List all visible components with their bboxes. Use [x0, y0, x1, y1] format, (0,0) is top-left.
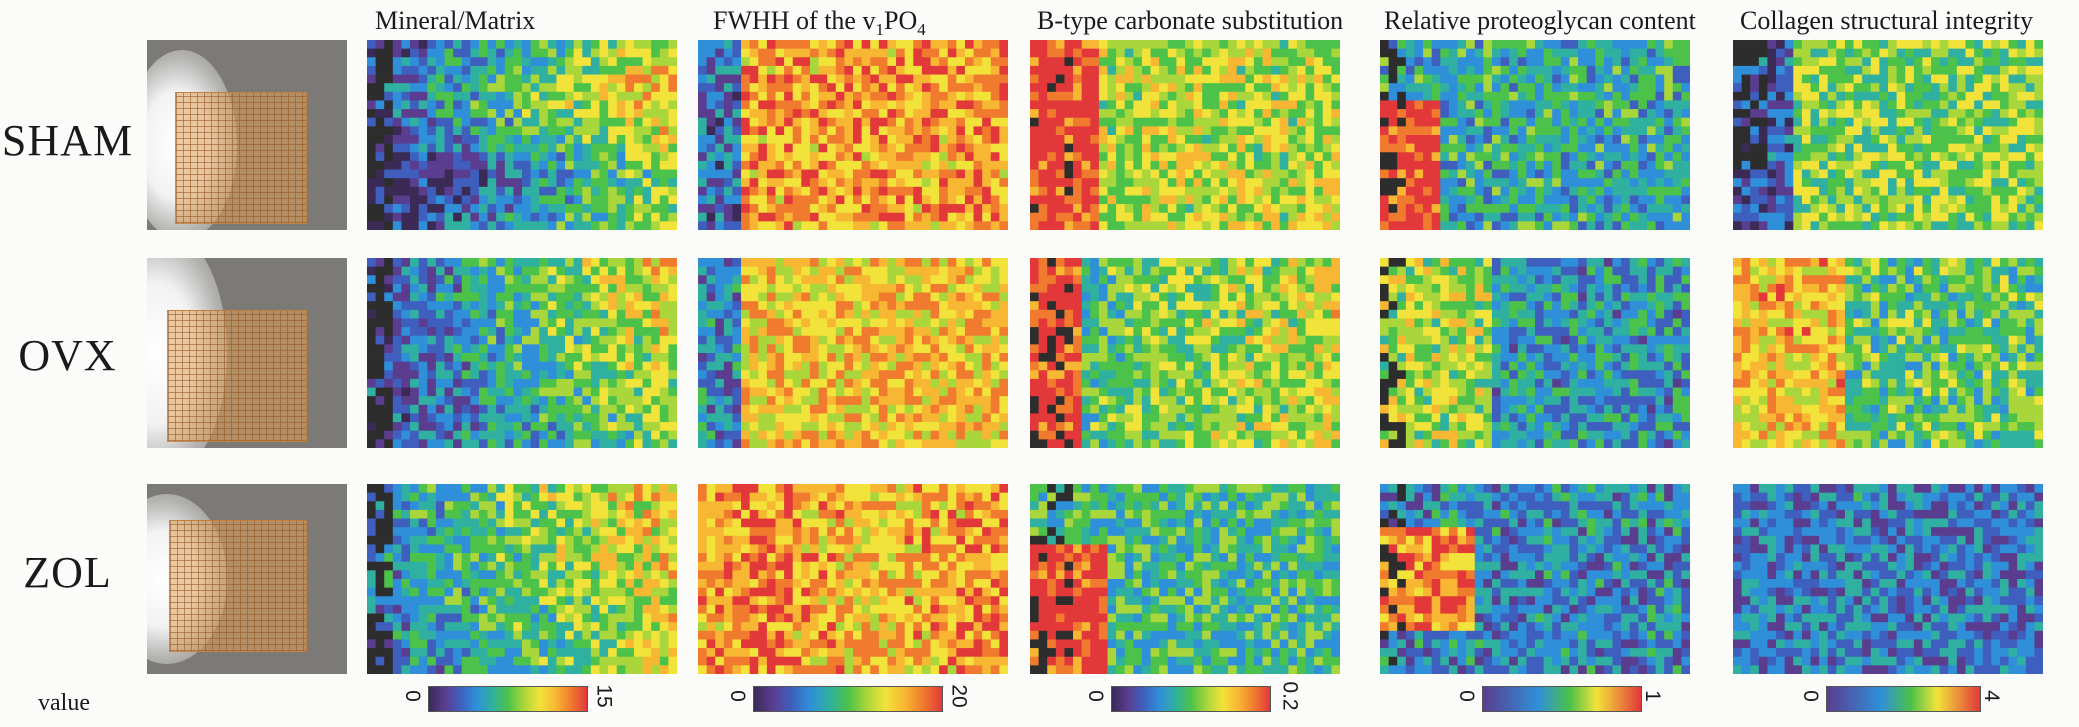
- colorbar-mineral-matrix: 0 15: [400, 684, 622, 712]
- column-title-collagen: Collagen structural integrity: [1740, 6, 2034, 35]
- column-title-fwhh: FWHH of the v1PO4: [713, 6, 926, 40]
- heatmap-proteoglycan-zol: [1380, 484, 1690, 674]
- fwhh-title-sub1: 1: [875, 20, 884, 40]
- colorbar-b-type-carbonate: 0 0.2: [1083, 681, 1305, 712]
- colorbar-max-label: 1: [1640, 690, 1664, 702]
- colorbar-min-label: 0: [1083, 690, 1107, 702]
- sample-photo-zol: [147, 484, 347, 674]
- colorbar-gradient: [1111, 686, 1271, 712]
- colorbar-gradient: [1482, 686, 1642, 712]
- column-title-b-type-carbonate: B-type carbonate substitution: [1037, 6, 1344, 35]
- heatmap-fwhh-zol: [698, 484, 1008, 674]
- heatmap-b-type-carbonate-zol: [1030, 484, 1340, 674]
- row-label-sham: SHAM: [1, 116, 134, 165]
- heatmap-proteoglycan-sham: [1380, 40, 1690, 230]
- fwhh-title-sub2: 4: [917, 20, 926, 40]
- colorbar-max-label: 4: [1979, 690, 2003, 702]
- heatmap-collagen-ovx: [1733, 258, 2043, 448]
- heatmap-collagen-zol: [1733, 484, 2043, 674]
- heatmap-collagen-sham: [1733, 40, 2043, 230]
- heatmap-fwhh-ovx: [698, 258, 1008, 448]
- colorbar-gradient: [428, 686, 588, 712]
- colorbar-gradient: [1826, 686, 1981, 712]
- row-label-zol: ZOL: [23, 548, 112, 597]
- colorbar-max-label: 15: [592, 684, 616, 708]
- heatmap-proteoglycan-ovx: [1380, 258, 1690, 448]
- column-title-proteoglycan: Relative proteoglycan content: [1384, 6, 1696, 35]
- colorbar-min-label: 0: [1798, 690, 1822, 702]
- heatmap-b-type-carbonate-sham: [1030, 40, 1340, 230]
- value-label: value: [38, 690, 90, 716]
- colorbar-min-label: 0: [725, 690, 749, 702]
- heatmap-fwhh-sham: [698, 40, 1008, 230]
- colorbar-min-label: 0: [1454, 690, 1478, 702]
- colorbar-min-label: 0: [400, 690, 424, 702]
- row-label-ovx: OVX: [18, 331, 117, 380]
- colorbar-max-label: 20: [947, 684, 971, 708]
- measurement-grid: [167, 310, 307, 442]
- measurement-grid: [175, 92, 307, 224]
- heatmap-mineral-matrix-zol: [367, 484, 677, 674]
- fwhh-title-po: PO: [883, 6, 918, 35]
- sample-photo-sham: [147, 40, 347, 230]
- colorbar-max-label: 0.2: [1278, 681, 1302, 711]
- measurement-grid: [169, 520, 307, 652]
- heatmap-b-type-carbonate-ovx: [1030, 258, 1340, 448]
- heatmap-mineral-matrix-ovx: [367, 258, 677, 448]
- colorbar-gradient: [753, 686, 943, 712]
- fwhh-title-text: FWHH of the v: [713, 6, 876, 35]
- column-title-mineral-matrix: Mineral/Matrix: [375, 6, 536, 35]
- colorbar-fwhh: 0 20: [725, 684, 977, 712]
- sample-photo-ovx: [147, 258, 347, 448]
- heatmap-mineral-matrix-sham: [367, 40, 677, 230]
